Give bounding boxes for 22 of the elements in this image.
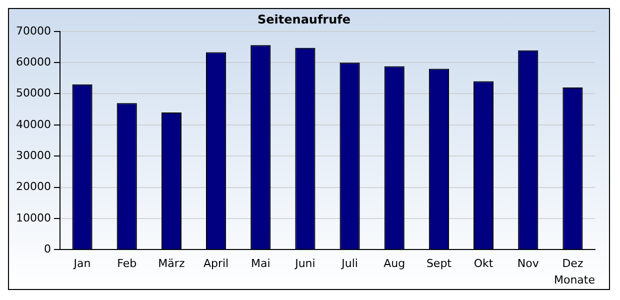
x-tick-label: Juli (340, 257, 358, 270)
x-tick-label: Okt (474, 257, 494, 270)
y-tick-label: 70000 (16, 24, 51, 38)
x-tick-label: Feb (117, 257, 137, 270)
y-tick-label: 50000 (16, 86, 51, 100)
y-tick-label: 40000 (16, 118, 51, 131)
y-tick-label: 60000 (16, 55, 51, 68)
x-tick-label: Nov (517, 257, 540, 270)
x-tick-label: Sept (426, 257, 452, 270)
x-tick-label: April (203, 257, 229, 270)
y-tick-label: 10000 (16, 211, 51, 224)
x-tick-label: Jan (72, 257, 91, 270)
x-tick-label: Aug (384, 257, 406, 270)
x-tick-label: Dez (562, 257, 584, 270)
x-tick-label: Mai (250, 257, 270, 270)
x-tick-label: März (158, 257, 185, 270)
y-tick-label: 20000 (16, 180, 51, 194)
y-tick-label: 0 (44, 242, 51, 256)
chart-title: Seitenaufrufe (258, 12, 350, 26)
x-tick-label: Juni (294, 257, 316, 270)
y-tick-label: 30000 (16, 148, 51, 162)
x-axis-title: Monate (554, 273, 596, 286)
